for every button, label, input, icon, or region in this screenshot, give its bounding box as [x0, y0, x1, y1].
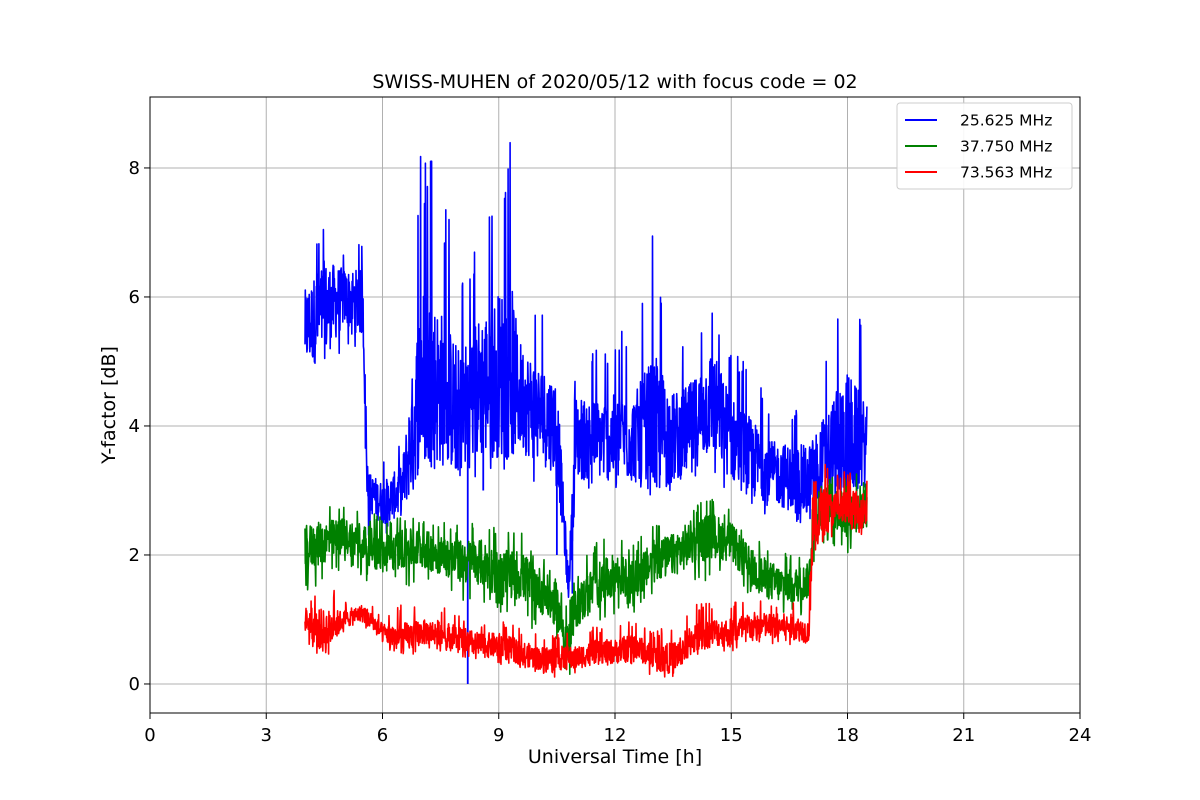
legend-label: 25.625 MHz: [960, 112, 1052, 130]
y-tick-label: 6: [129, 287, 140, 308]
x-tick-label: 21: [952, 725, 975, 746]
legend-label: 73.563 MHz: [960, 164, 1052, 182]
x-tick-label: 9: [493, 725, 504, 746]
y-axis-label: Y-factor [dB]: [98, 346, 120, 465]
series-line-1: [304, 473, 868, 675]
series-line-2: [304, 463, 868, 678]
y-tick-label: 8: [129, 158, 140, 179]
legend: 25.625 MHz 37.750 MHz 73.563 MHz: [896, 102, 1073, 190]
y-tick-label: 4: [129, 416, 140, 437]
y-axis: 0 2 4 6 8: [129, 158, 150, 695]
series-line-0: [304, 141, 868, 598]
x-axis: 0 3 6 9 12 15 18 21 24: [144, 713, 1091, 746]
y-tick-label: 2: [129, 545, 140, 566]
y-tick-label: 0: [129, 674, 140, 695]
x-tick-label: 12: [604, 725, 627, 746]
x-tick-label: 0: [144, 725, 155, 746]
legend-box: [896, 102, 1073, 190]
x-tick-label: 3: [261, 725, 272, 746]
series-layer: [304, 141, 868, 684]
x-tick-label: 24: [1069, 725, 1092, 746]
x-tick-label: 6: [377, 725, 388, 746]
legend-label: 37.750 MHz: [960, 138, 1052, 156]
x-tick-label: 18: [836, 725, 859, 746]
chart-title: SWISS-MUHEN of 2020/05/12 with focus cod…: [372, 71, 857, 93]
x-axis-label: Universal Time [h]: [528, 746, 702, 768]
x-tick-label: 15: [720, 725, 743, 746]
